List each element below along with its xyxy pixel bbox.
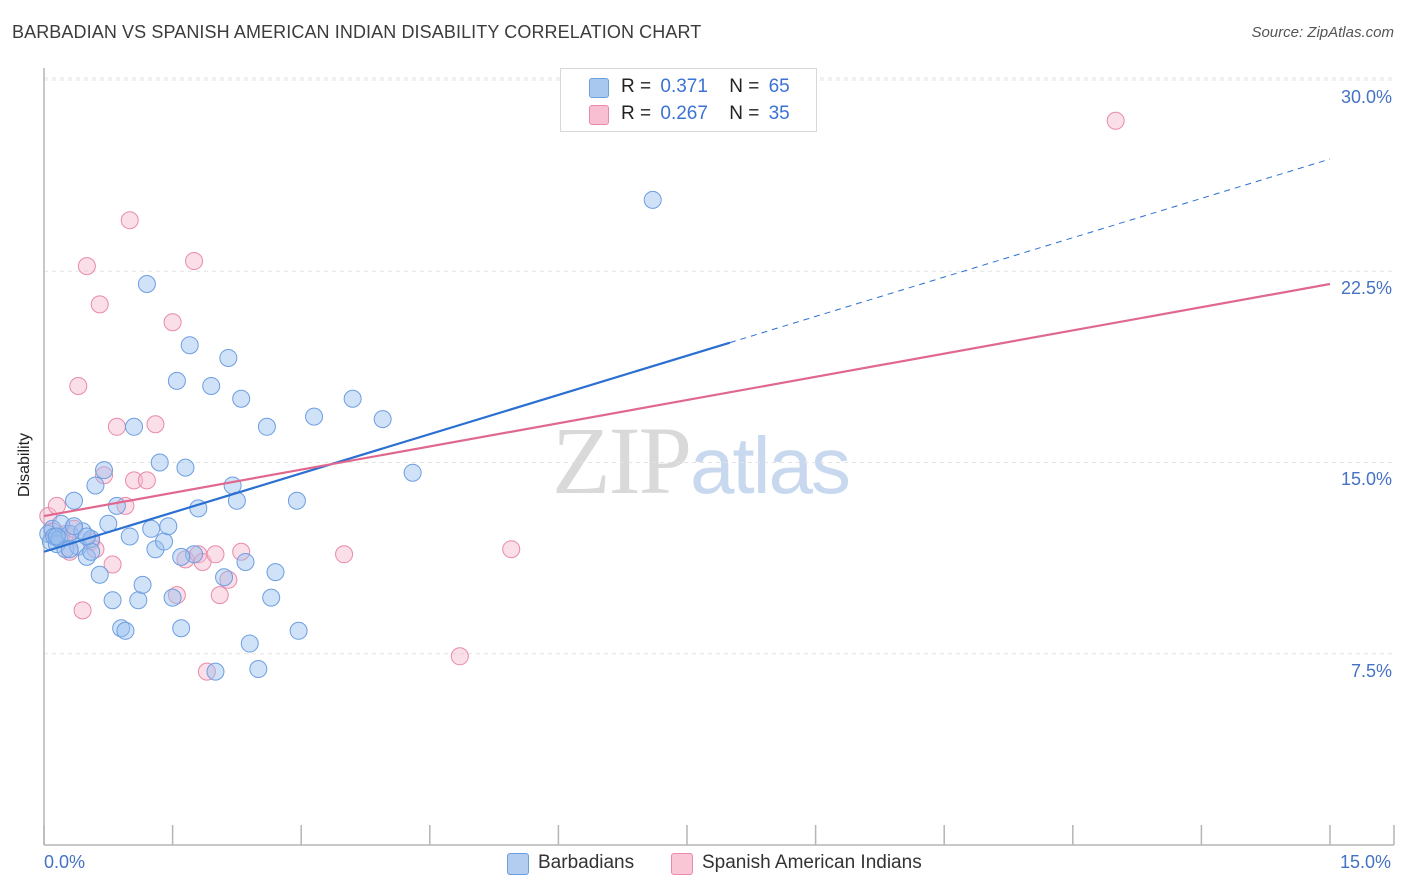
bottom-legend-swatch-barbadians [507,853,529,875]
legend-n-value: 65 [768,76,790,97]
barbadians-point [95,461,114,480]
barbadians-point [202,377,221,395]
barbadians-point [172,619,191,638]
barbadians-point [159,517,178,536]
spanish-american-indians-trend-line [43,282,1331,518]
stats-legend: R = 0.371 N = 65 R = 0.267 N = 35 [560,68,817,132]
spanish-american-indians-point [210,586,229,605]
spanish-american-indians-point [73,601,92,620]
watermark-zip: ZIP [552,407,692,514]
barbadians-point [373,410,392,429]
spanish-american-indians-point [90,295,109,314]
barbadians-point [167,371,186,390]
barbadians-point [343,389,362,408]
barbadians-point [643,190,662,209]
spanish-american-indians-point [107,417,126,436]
y-tick-label-30: 30.0% [1340,87,1392,107]
spanish-american-indians-point [502,540,521,559]
barbadians-point [65,517,84,536]
barbadians-point [103,591,122,610]
barbadians-point [219,348,238,367]
spanish-american-indians-point [206,545,225,564]
watermark-atlas: atlas [690,421,851,510]
spanish-american-indians-point [185,252,204,271]
barbadians-point [236,552,255,571]
barbadians-point [240,634,259,653]
barbadians-point [155,532,174,551]
barbadians-point [120,527,139,546]
x-tick-label-max: 15.0% [1340,852,1392,872]
barbadians-point [125,417,144,436]
y-axis-label: Disability [16,432,33,497]
legend-n-label: N = [729,103,760,124]
barbadians-point [232,389,251,408]
barbadians-point [137,275,156,293]
legend-swatch-barbadians [589,78,609,98]
barbadians-point [180,336,199,355]
spanish-american-indians-point [125,471,144,490]
barbadians-point [289,621,308,640]
barbadians-point [287,491,306,510]
barbadians-point [82,542,101,561]
spanish-american-indians-point [146,415,165,434]
y-tick-label-22-5: 22.5% [1340,278,1392,298]
spanish-american-indians-point [232,542,251,561]
barbadians-point [249,660,268,679]
source-label: Source: ZipAtlas.com [1251,24,1394,41]
barbadians-point [266,563,285,582]
spanish-american-indians-point [69,377,88,395]
barbadians-trend-extension [729,158,1331,344]
legend-swatch-spanish-american-indians [589,105,609,125]
legend-r-label: R = [621,103,652,124]
chart-title: BARBADIAN VS SPANISH AMERICAN INDIAN DIS… [12,22,702,42]
spanish-american-indians-point [335,545,354,564]
legend-n-value: 35 [768,103,790,124]
barbadians-point [215,568,234,587]
y-tick-label-15: 15.0% [1340,469,1392,489]
barbadians-point [150,453,169,472]
barbadians-point [206,662,225,681]
barbadians-point [86,476,105,495]
barbadians-point [176,458,195,477]
spanish-american-indians-point [120,211,139,230]
legend-r-label: R = [621,76,652,97]
y-tick-label-7-5: 7.5% [1350,661,1392,681]
barbadians-point [305,407,324,426]
spanish-american-indians-point [1106,111,1125,130]
barbadians-point [47,527,66,546]
barbadians-point [142,519,161,538]
legend-row-spanish-american-indians: R = 0.267 N = 35 [621,103,790,125]
barbadians-point [129,591,148,610]
bottom-legend-spanish-american-indians: Spanish American Indians [702,852,922,873]
spanish-american-indians-point [450,647,469,666]
barbadians-point [133,575,152,594]
x-tick-label-min: 0.0% [44,852,86,872]
barbadians-point [65,491,84,510]
barbadians-trend-line [43,341,731,553]
barbadians-point [107,496,126,515]
barbadians-point [403,463,422,482]
barbadians-point [163,588,182,607]
legend-r-value: 0.371 [660,76,708,97]
barbadians-point [172,547,191,566]
spanish-american-indians-point [77,257,96,276]
barbadians-point [90,565,109,584]
zipatlas-watermark: ZIPatlas [552,405,851,516]
spanish-american-indians-point [103,555,122,574]
legend-row-barbadians: R = 0.371 N = 65 [621,76,790,98]
bottom-legend-swatch-spanish-american-indians [671,853,693,875]
spanish-american-indians-point [163,313,182,332]
legend-n-label: N = [729,76,760,97]
bottom-legend-barbadians: Barbadians [538,852,635,873]
legend-r-value: 0.267 [660,103,708,124]
spanish-american-indians-point [137,471,156,490]
barbadians-point [116,621,135,640]
barbadians-point [257,417,276,436]
barbadians-point [262,588,281,607]
